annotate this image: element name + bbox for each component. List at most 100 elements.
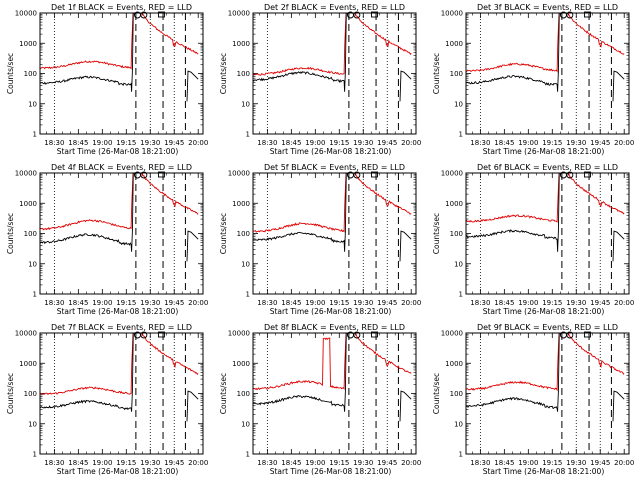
x-tick-label: 19:30 xyxy=(566,299,586,307)
x-tick-label: 20:00 xyxy=(188,139,208,147)
y-tick-label: 10000 xyxy=(441,170,463,178)
series-group xyxy=(40,13,199,102)
x-tick-label: 19:00 xyxy=(518,459,538,467)
saturation-circle-marker xyxy=(140,331,148,339)
x-axis-title: Start Time (26-Mar-08 18:21:00) xyxy=(57,467,179,476)
x-axis-title: Start Time (26-Mar-08 18:21:00) xyxy=(483,307,605,316)
x-tick-label: 19:30 xyxy=(566,459,586,467)
y-tick-label: 10 xyxy=(28,260,37,268)
y-tick-label: 10000 xyxy=(15,170,37,178)
lld-series-line xyxy=(40,333,199,396)
x-tick-label: 19:30 xyxy=(566,139,586,147)
y-axis-title: Counts/sec xyxy=(432,373,441,414)
panel-title: Det 1f BLACK = Events, RED = LLD xyxy=(51,3,192,12)
saturation-circle-marker xyxy=(353,11,361,19)
x-tick-label: 19:15 xyxy=(542,299,562,307)
x-axis-title: Start Time (26-Mar-08 18:21:00) xyxy=(270,307,392,316)
y-tick-label: 100 xyxy=(237,70,250,78)
y-tick-label: 100 xyxy=(450,70,463,78)
y-tick-label: 1 xyxy=(33,291,37,299)
x-axis-title: Start Time (26-Mar-08 18:21:00) xyxy=(57,147,179,156)
events-series-line xyxy=(466,13,560,92)
x-tick-label: 19:15 xyxy=(542,459,562,467)
series-group xyxy=(466,13,625,102)
x-tick-label: 20:00 xyxy=(188,459,208,467)
x-tick-label: 19:00 xyxy=(518,139,538,147)
saturation-circle-marker xyxy=(140,171,148,179)
lld-series-line xyxy=(253,13,412,76)
x-tick-label: 19:30 xyxy=(140,139,160,147)
saturation-circle-marker xyxy=(353,171,361,179)
x-tick-label: 19:15 xyxy=(116,459,136,467)
x-tick-label: 19:00 xyxy=(92,459,112,467)
x-tick-label: 18:45 xyxy=(281,299,301,307)
y-tick-label: 1 xyxy=(246,291,250,299)
x-tick-label: 18:45 xyxy=(494,299,514,307)
x-tick-label: 18:45 xyxy=(494,139,514,147)
x-tick-label: 20:00 xyxy=(614,139,634,147)
saturation-circle-marker xyxy=(566,11,574,19)
y-axis-title: Counts/sec xyxy=(219,53,228,94)
y-tick-label: 100 xyxy=(24,390,37,398)
x-tick-label: 19:45 xyxy=(377,459,397,467)
y-tick-label: 10000 xyxy=(441,10,463,18)
x-tick-label: 18:45 xyxy=(281,139,301,147)
panel-title: Det 7f BLACK = Events, RED = LLD xyxy=(51,323,192,332)
plot-frame xyxy=(465,172,630,295)
saturation-circle-marker xyxy=(353,331,361,339)
y-tick-label: 100 xyxy=(24,230,37,238)
y-tick-label: 10 xyxy=(241,420,250,428)
y-tick-label: 1 xyxy=(459,131,463,139)
x-tick-label: 18:45 xyxy=(68,299,88,307)
y-tick-label: 10000 xyxy=(15,10,37,18)
x-tick-label: 19:45 xyxy=(164,459,184,467)
y-tick-label: 10000 xyxy=(228,330,250,338)
y-tick-label: 1 xyxy=(246,131,250,139)
saturation-square-marker xyxy=(371,171,378,178)
series-group xyxy=(40,173,199,262)
y-tick-label: 1000 xyxy=(232,40,250,48)
y-tick-label: 1 xyxy=(33,131,37,139)
x-tick-label: 18:45 xyxy=(68,139,88,147)
events-series-line xyxy=(466,333,560,412)
plot-frame xyxy=(252,172,417,295)
y-tick-label: 10000 xyxy=(441,330,463,338)
y-tick-label: 10 xyxy=(454,420,463,428)
y-tick-label: 1 xyxy=(459,451,463,459)
x-tick-label: 20:00 xyxy=(401,459,421,467)
y-tick-label: 10 xyxy=(28,420,37,428)
events-series-line-tail xyxy=(399,230,412,262)
x-axis-title: Start Time (26-Mar-08 18:21:00) xyxy=(483,467,605,476)
detector-panel: Det 5f BLACK = Events, RED = LLD 1 10 100 10… xyxy=(219,163,421,316)
plot-frame xyxy=(465,12,630,135)
y-axis-title: Counts/sec xyxy=(6,53,15,94)
x-tick-label: 18:45 xyxy=(68,459,88,467)
saturation-circle-marker xyxy=(140,11,148,19)
x-tick-label: 19:15 xyxy=(116,299,136,307)
events-series-line-tail xyxy=(186,70,199,102)
y-tick-label: 100 xyxy=(450,230,463,238)
x-tick-label: 20:00 xyxy=(401,299,421,307)
y-tick-label: 10000 xyxy=(228,10,250,18)
x-axis-title: Start Time (26-Mar-08 18:21:00) xyxy=(270,467,392,476)
x-tick-label: 20:00 xyxy=(188,299,208,307)
y-tick-label: 10 xyxy=(241,260,250,268)
plot-frame xyxy=(252,12,417,135)
saturation-square-marker xyxy=(158,171,165,178)
x-tick-label: 18:30 xyxy=(470,299,490,307)
panel-title: Det 6f BLACK = Events, RED = LLD xyxy=(477,163,618,172)
saturation-circle-marker xyxy=(566,331,574,339)
y-axis-title: Counts/sec xyxy=(6,373,15,414)
saturation-square-marker xyxy=(584,11,591,18)
series-group xyxy=(466,333,625,422)
lld-series-line xyxy=(466,13,625,73)
events-series-line xyxy=(40,333,134,412)
x-tick-label: 19:30 xyxy=(353,459,373,467)
x-tick-label: 19:45 xyxy=(590,139,610,147)
saturation-square-marker xyxy=(371,11,378,18)
saturation-square-marker xyxy=(158,11,165,18)
x-tick-label: 18:30 xyxy=(44,139,64,147)
x-tick-label: 19:00 xyxy=(92,139,112,147)
lld-series-line xyxy=(466,173,625,223)
